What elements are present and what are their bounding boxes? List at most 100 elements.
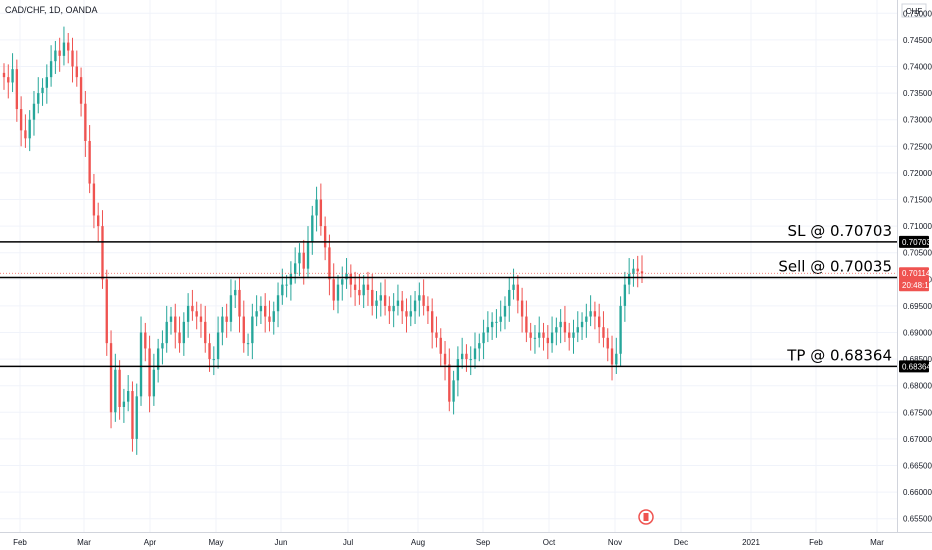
candle-body — [418, 295, 421, 301]
candle-body — [606, 337, 609, 349]
candle-body — [503, 305, 507, 317]
candle-body — [62, 42, 66, 56]
candle-body — [615, 353, 618, 365]
level-label: SL @ 0.70703 — [788, 222, 892, 240]
candle-body — [332, 279, 335, 301]
candle-body — [264, 305, 267, 317]
candle-body — [32, 103, 36, 120]
candle-body — [204, 321, 207, 344]
candle-body — [272, 311, 275, 322]
x-tick-label: Apr — [144, 538, 157, 547]
x-tick-label: Dec — [674, 538, 688, 547]
time-axis[interactable]: Feb Mar Apr May Jun Jul Aug Sep Oct Nov Dec 2021 Feb… — [13, 538, 884, 547]
currency-badge[interactable] — [901, 3, 927, 18]
candle-body — [375, 300, 378, 306]
candle-body — [469, 359, 472, 361]
candle-body — [84, 103, 87, 141]
candle-body — [465, 353, 468, 360]
candle-body — [358, 289, 361, 296]
candle-body — [516, 284, 520, 301]
candle-body — [426, 305, 430, 312]
grid-layer — [0, 0, 897, 532]
candle-body — [585, 316, 588, 322]
candle-body — [306, 242, 310, 269]
y-tick-label: 0.73000 — [903, 116, 932, 125]
candle-body — [24, 130, 27, 139]
event-flag-glyph — [643, 513, 649, 521]
candle-body — [555, 327, 558, 333]
candle-body — [439, 337, 442, 354]
candle-body — [79, 77, 83, 104]
x-tick-label: Oct — [543, 538, 556, 547]
candle-body — [546, 337, 549, 344]
candle-body — [156, 348, 160, 370]
y-tick-label: 0.70500 — [903, 249, 932, 258]
y-tick-label: 0.68500 — [903, 355, 932, 364]
candle-body — [105, 279, 108, 344]
candle-body — [448, 364, 451, 402]
candle-body — [212, 359, 215, 361]
candle-body — [41, 87, 44, 94]
candle-body — [238, 289, 241, 317]
candle-body — [598, 316, 601, 328]
candle-body — [242, 316, 245, 344]
candle-body — [486, 327, 490, 333]
candle-body — [195, 311, 198, 317]
y-tick-label: 0.72000 — [903, 169, 932, 178]
candle-body — [144, 332, 147, 349]
candle-body — [67, 42, 70, 51]
candle-body — [161, 343, 164, 349]
candle-body — [345, 273, 348, 280]
candle-body — [383, 295, 387, 306]
candle-body — [538, 332, 541, 338]
y-tick-label: 0.66500 — [903, 462, 932, 471]
candle-body — [19, 109, 23, 131]
price-axis[interactable]: 0.75000 0.74500 0.74000 0.73500 0.73000 0.725… — [903, 9, 932, 523]
candle-body — [15, 69, 19, 110]
candle-body — [255, 311, 258, 317]
candle-body — [323, 226, 327, 248]
candle-body — [71, 50, 74, 67]
level-price-tag — [899, 235, 929, 248]
candle-body — [221, 316, 224, 333]
candle-body — [589, 311, 592, 317]
candle-body — [533, 337, 537, 339]
candle-body — [11, 69, 14, 83]
x-tick-label: Feb — [809, 538, 823, 547]
candle-body — [191, 305, 194, 312]
candle-body — [302, 252, 305, 269]
chart-title: CAD/CHF, 1D, OANDA — [5, 5, 98, 15]
candle-body — [443, 353, 447, 365]
candle-body — [182, 321, 186, 344]
candle-body — [328, 247, 331, 280]
x-tick-label: Mar — [870, 538, 884, 547]
x-tick-label: Mar — [77, 538, 91, 547]
x-tick-label: Jun — [275, 538, 288, 547]
candle-body — [208, 343, 211, 360]
candle-body — [225, 316, 228, 322]
y-tick-label: 0.71000 — [903, 222, 932, 231]
candle-body — [336, 284, 340, 301]
candle-body — [627, 273, 631, 285]
last-price-tag-text: 0.70114 — [902, 269, 931, 278]
candle-body — [341, 279, 344, 285]
candle-body — [366, 284, 370, 290]
candle-body — [409, 311, 412, 317]
x-tick-label: Aug — [411, 538, 425, 547]
candle-body — [75, 66, 78, 78]
candle-body — [593, 311, 597, 317]
candle-layer — [2, 26, 644, 455]
candle-body — [229, 295, 233, 322]
candle-body — [92, 183, 96, 216]
y-tick-label: 0.73500 — [903, 89, 932, 98]
candle-body — [131, 391, 134, 439]
candle-body — [512, 284, 515, 290]
candle-body — [152, 369, 156, 397]
candle-body — [610, 348, 614, 365]
candle-body — [482, 332, 485, 344]
candle-body — [165, 321, 168, 344]
event-flag[interactable] — [638, 509, 654, 525]
candle-body — [45, 77, 48, 88]
candle-body — [431, 311, 434, 333]
